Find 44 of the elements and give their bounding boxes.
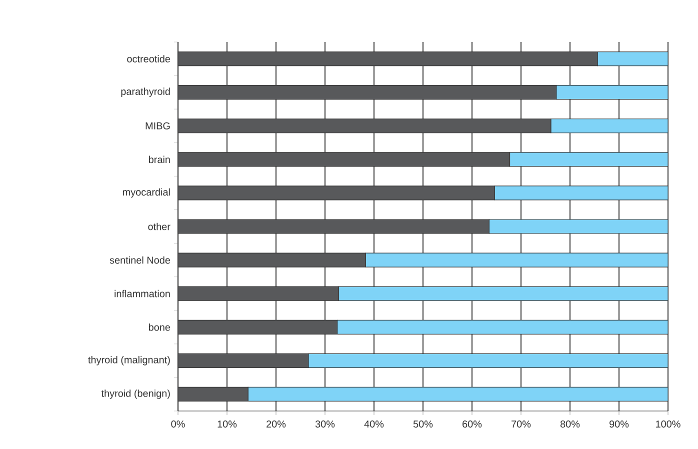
bar bbox=[597, 51, 668, 66]
y-tick-label: sentinel Node bbox=[110, 256, 170, 264]
y-tick-label: brain bbox=[148, 156, 170, 164]
bar bbox=[308, 353, 668, 368]
y-tick-label: other bbox=[148, 222, 170, 230]
bar bbox=[365, 252, 668, 268]
bar bbox=[248, 386, 668, 402]
x-tick-label: 20% bbox=[266, 420, 286, 428]
y-tick-label: thyroid (malignant) bbox=[88, 356, 170, 366]
x-tick-label: 100% bbox=[656, 420, 680, 428]
y-tick-label: inflammation bbox=[114, 290, 170, 298]
bar bbox=[178, 219, 490, 234]
bar bbox=[178, 118, 552, 134]
x-tick-label: 90% bbox=[610, 420, 629, 428]
bar bbox=[178, 320, 338, 334]
bar bbox=[556, 85, 668, 100]
bar bbox=[336, 320, 668, 334]
x-tick-label: 30% bbox=[315, 420, 335, 428]
bar bbox=[494, 186, 668, 200]
x-tick-label: 60% bbox=[462, 420, 482, 428]
bar bbox=[488, 219, 668, 234]
bar bbox=[178, 186, 495, 200]
bar bbox=[178, 353, 309, 368]
y-tick-label: MIBG bbox=[146, 122, 170, 130]
bar bbox=[550, 118, 668, 134]
x-tick-label: 80% bbox=[560, 420, 580, 428]
x-tick-label: 10% bbox=[218, 420, 237, 428]
y-tick-label: thyroid (benign) bbox=[101, 390, 170, 399]
x-tick-label: 40% bbox=[364, 420, 384, 428]
bar bbox=[178, 51, 598, 66]
bar bbox=[178, 252, 366, 268]
bar bbox=[338, 286, 668, 301]
y-tick-label: myocardial bbox=[122, 188, 170, 198]
x-tick-label: 0% bbox=[171, 420, 185, 428]
bar bbox=[178, 85, 557, 100]
x-tick-label: 50% bbox=[413, 420, 433, 428]
y-tick-label: bone bbox=[148, 323, 170, 331]
y-tick-label: octreotide bbox=[127, 55, 170, 62]
bar bbox=[178, 152, 510, 167]
x-tick-label: 70% bbox=[512, 420, 531, 428]
bar bbox=[178, 386, 248, 402]
y-tick-label: parathyroid bbox=[121, 88, 170, 97]
bar bbox=[509, 152, 668, 167]
bar bbox=[178, 286, 340, 301]
